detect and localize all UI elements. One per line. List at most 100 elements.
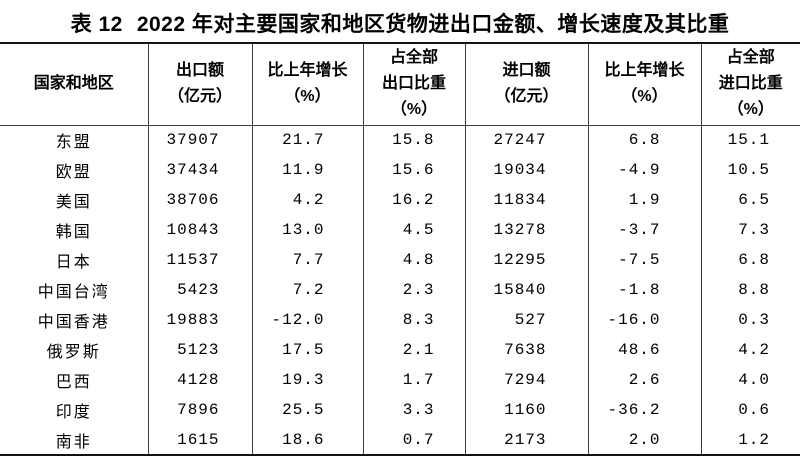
header-line: （%） <box>390 101 438 119</box>
value-cell: -7.5 <box>587 245 701 275</box>
value-cell: 6.5 <box>700 185 800 215</box>
table-row: 中国台湾 5423 7.2 2.3 15840 -1.8 8.8 <box>0 275 800 305</box>
value-cell: 7.2 <box>251 275 363 305</box>
value-cell: 48.6 <box>587 335 701 365</box>
region-cell: 欧盟 <box>55 164 92 181</box>
value-cell: 19.3 <box>251 365 363 395</box>
region-cell: 印度 <box>55 404 92 421</box>
table-row: 美国 38706 4.2 16.2 11834 1.9 6.5 <box>0 185 800 215</box>
header-line: 国家和地区 <box>33 75 114 93</box>
region-cell: 东盟 <box>55 134 92 152</box>
value-cell: -16.0 <box>587 305 701 335</box>
value-cell: 19034 <box>464 155 588 185</box>
header-line: 占全部 <box>389 49 438 67</box>
value-cell: 0.6 <box>700 395 800 425</box>
header-line: 进口额 <box>502 62 551 80</box>
value-cell: 4.0 <box>700 365 800 395</box>
value-cell: 8.8 <box>700 275 800 305</box>
value-cell: 16.2 <box>362 185 465 215</box>
table-title: 表 12 2022 年对主要国家和地区货物进出口金额、增长速度及其比重 <box>0 0 800 42</box>
value-cell: 11834 <box>464 185 588 215</box>
header-line: （%） <box>621 88 668 106</box>
value-cell: 17.5 <box>251 335 363 365</box>
value-cell: 7.3 <box>700 215 800 245</box>
value-cell: 6.8 <box>587 125 701 155</box>
header-line: 进口比重 <box>718 75 783 93</box>
value-cell: 27247 <box>464 125 588 155</box>
value-cell: 7896 <box>147 395 252 425</box>
region-cell: 俄罗斯 <box>46 344 101 361</box>
value-cell: 11537 <box>147 245 252 275</box>
value-cell: 1615 <box>147 425 252 455</box>
value-cell: 2.1 <box>362 335 465 365</box>
region-cell: 韩国 <box>55 224 92 241</box>
value-cell: 5123 <box>147 335 252 365</box>
value-cell: 2173 <box>464 425 588 455</box>
value-cell: 2.6 <box>587 365 701 395</box>
value-cell: 15.1 <box>700 125 800 155</box>
value-cell: 3.3 <box>362 395 465 425</box>
value-cell: 18.6 <box>251 425 363 455</box>
value-cell: 1160 <box>464 395 588 425</box>
value-cell: 0.7 <box>362 425 465 455</box>
value-cell: 7638 <box>464 335 588 365</box>
header-line: 出口额 <box>175 62 224 80</box>
header-line: （亿元） <box>167 88 232 106</box>
region-cell: 南非 <box>55 433 92 451</box>
region-cell: 中国香港 <box>37 314 110 331</box>
value-cell: -3.7 <box>587 215 701 245</box>
value-cell: -4.9 <box>587 155 701 185</box>
header-line: 比上年增长 <box>267 62 348 80</box>
table-body: 东盟 37907 21.7 15.8 27247 6.8 15.1 欧盟 37434 11.9 15… <box>0 125 800 455</box>
value-cell: 8.3 <box>362 305 465 335</box>
region-cell: 美国 <box>55 194 92 211</box>
value-cell: 15840 <box>464 275 588 305</box>
column-header-export-growth: 比上年增长 （%） <box>251 43 363 126</box>
table-row: 日本 11537 7.7 4.8 12295 -7.5 6.8 <box>0 245 800 275</box>
value-cell: 1.2 <box>700 425 800 455</box>
header-line: 比上年增长 <box>604 62 685 80</box>
column-header-import-value: 进口额 （亿元） <box>464 43 588 126</box>
region-cell: 巴西 <box>55 374 92 391</box>
column-header-region: 国家和地区 <box>0 43 148 126</box>
table-row: 巴西 4128 19.3 1.7 7294 2.6 4.0 <box>0 365 800 395</box>
value-cell: 15.6 <box>362 155 465 185</box>
value-cell: 4.8 <box>362 245 465 275</box>
value-cell: 37434 <box>147 155 252 185</box>
value-cell: 38706 <box>147 185 252 215</box>
column-header-export-share: 占全部 出口比重 （%） <box>362 43 465 126</box>
column-header-export-value: 出口额 （亿元） <box>147 43 252 126</box>
region-cell: 日本 <box>55 254 92 271</box>
header-line: （亿元） <box>494 88 559 106</box>
header-line: （%） <box>727 101 774 119</box>
table-row: 东盟 37907 21.7 15.8 27247 6.8 15.1 <box>0 125 800 155</box>
value-cell: 10.5 <box>700 155 800 185</box>
header-line: （%） <box>284 88 331 106</box>
value-cell: -1.8 <box>587 275 701 305</box>
value-cell: 21.7 <box>251 125 363 155</box>
column-header-import-growth: 比上年增长 （%） <box>587 43 701 126</box>
value-cell: 10843 <box>147 215 252 245</box>
table-row: 南非 1615 18.6 0.7 2173 2.0 1.2 <box>0 425 800 455</box>
value-cell: -36.2 <box>587 395 701 425</box>
value-cell: 19883 <box>147 305 252 335</box>
trade-table: 国家和地区 出口额 （亿元） 比上年增长 （%） 占全部 出口比重 （%） 进口额 （亿元） 比上年… <box>0 42 800 456</box>
value-cell: 2.0 <box>587 425 701 455</box>
header-row: 国家和地区 出口额 （亿元） 比上年增长 （%） 占全部 出口比重 （%） 进口额 （亿元） 比上年… <box>0 43 800 126</box>
value-cell: 7.7 <box>251 245 363 275</box>
value-cell: 4128 <box>147 365 252 395</box>
table-row: 欧盟 37434 11.9 15.6 19034 -4.9 10.5 <box>0 155 800 185</box>
value-cell: 1.7 <box>362 365 465 395</box>
header-line: 占全部 <box>726 49 775 67</box>
table-caption: 2022 年对主要国家和地区货物进出口金额、增长速度及其比重 <box>136 13 730 36</box>
table-number: 表 12 <box>70 13 123 36</box>
region-cell: 中国台湾 <box>37 284 110 301</box>
value-cell: 527 <box>464 305 588 335</box>
value-cell: 25.5 <box>251 395 363 425</box>
value-cell: 11.9 <box>251 155 363 185</box>
table-row: 俄罗斯 5123 17.5 2.1 7638 48.6 4.2 <box>0 335 800 365</box>
value-cell: 4.2 <box>700 335 800 365</box>
value-cell: 13.0 <box>251 215 363 245</box>
value-cell: 4.2 <box>251 185 363 215</box>
